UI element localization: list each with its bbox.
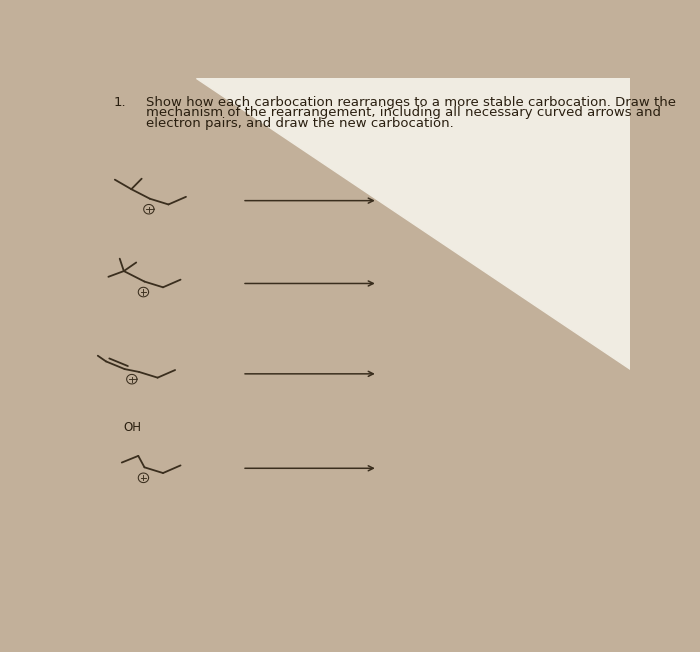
Text: Show how each carbocation rearranges to a more stable carbocation. Draw the: Show how each carbocation rearranges to … bbox=[146, 96, 676, 109]
Text: OH: OH bbox=[124, 421, 141, 434]
Text: mechanism of the rearrangement, including all necessary curved arrows and: mechanism of the rearrangement, includin… bbox=[146, 106, 661, 119]
Text: electron pairs, and draw the new carbocation.: electron pairs, and draw the new carboca… bbox=[146, 117, 454, 130]
Text: 1.: 1. bbox=[113, 96, 126, 109]
Polygon shape bbox=[196, 78, 630, 370]
